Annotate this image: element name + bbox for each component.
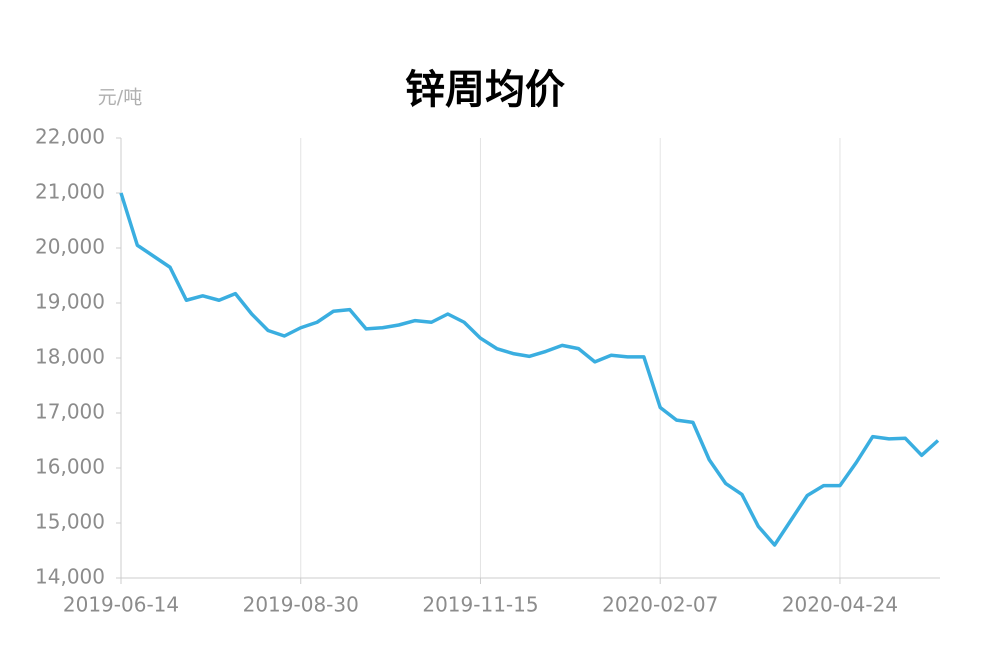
x-tick-label: 2019-08-30 [243,593,359,617]
x-tick-label: 2019-06-14 [63,593,179,617]
y-axis-unit: 元/吨 [98,87,142,109]
y-tick-label: 14,000 [35,565,105,589]
y-tick-label: 17,000 [35,400,105,424]
y-tick-label: 22,000 [35,125,105,149]
x-tick-label: 2019-11-15 [422,593,538,617]
y-tick-label: 18,000 [35,345,105,369]
chart-title: 锌周均价 [405,67,565,113]
y-tick-label: 21,000 [35,180,105,204]
y-tick-label: 19,000 [35,290,105,314]
x-tick-label: 2020-04-24 [782,593,898,617]
y-tick-label: 16,000 [35,455,105,479]
y-tick-label: 15,000 [35,510,105,534]
x-tick-label: 2020-02-07 [602,593,718,617]
data-line [119,192,940,547]
y-tick-label: 20,000 [35,235,105,259]
